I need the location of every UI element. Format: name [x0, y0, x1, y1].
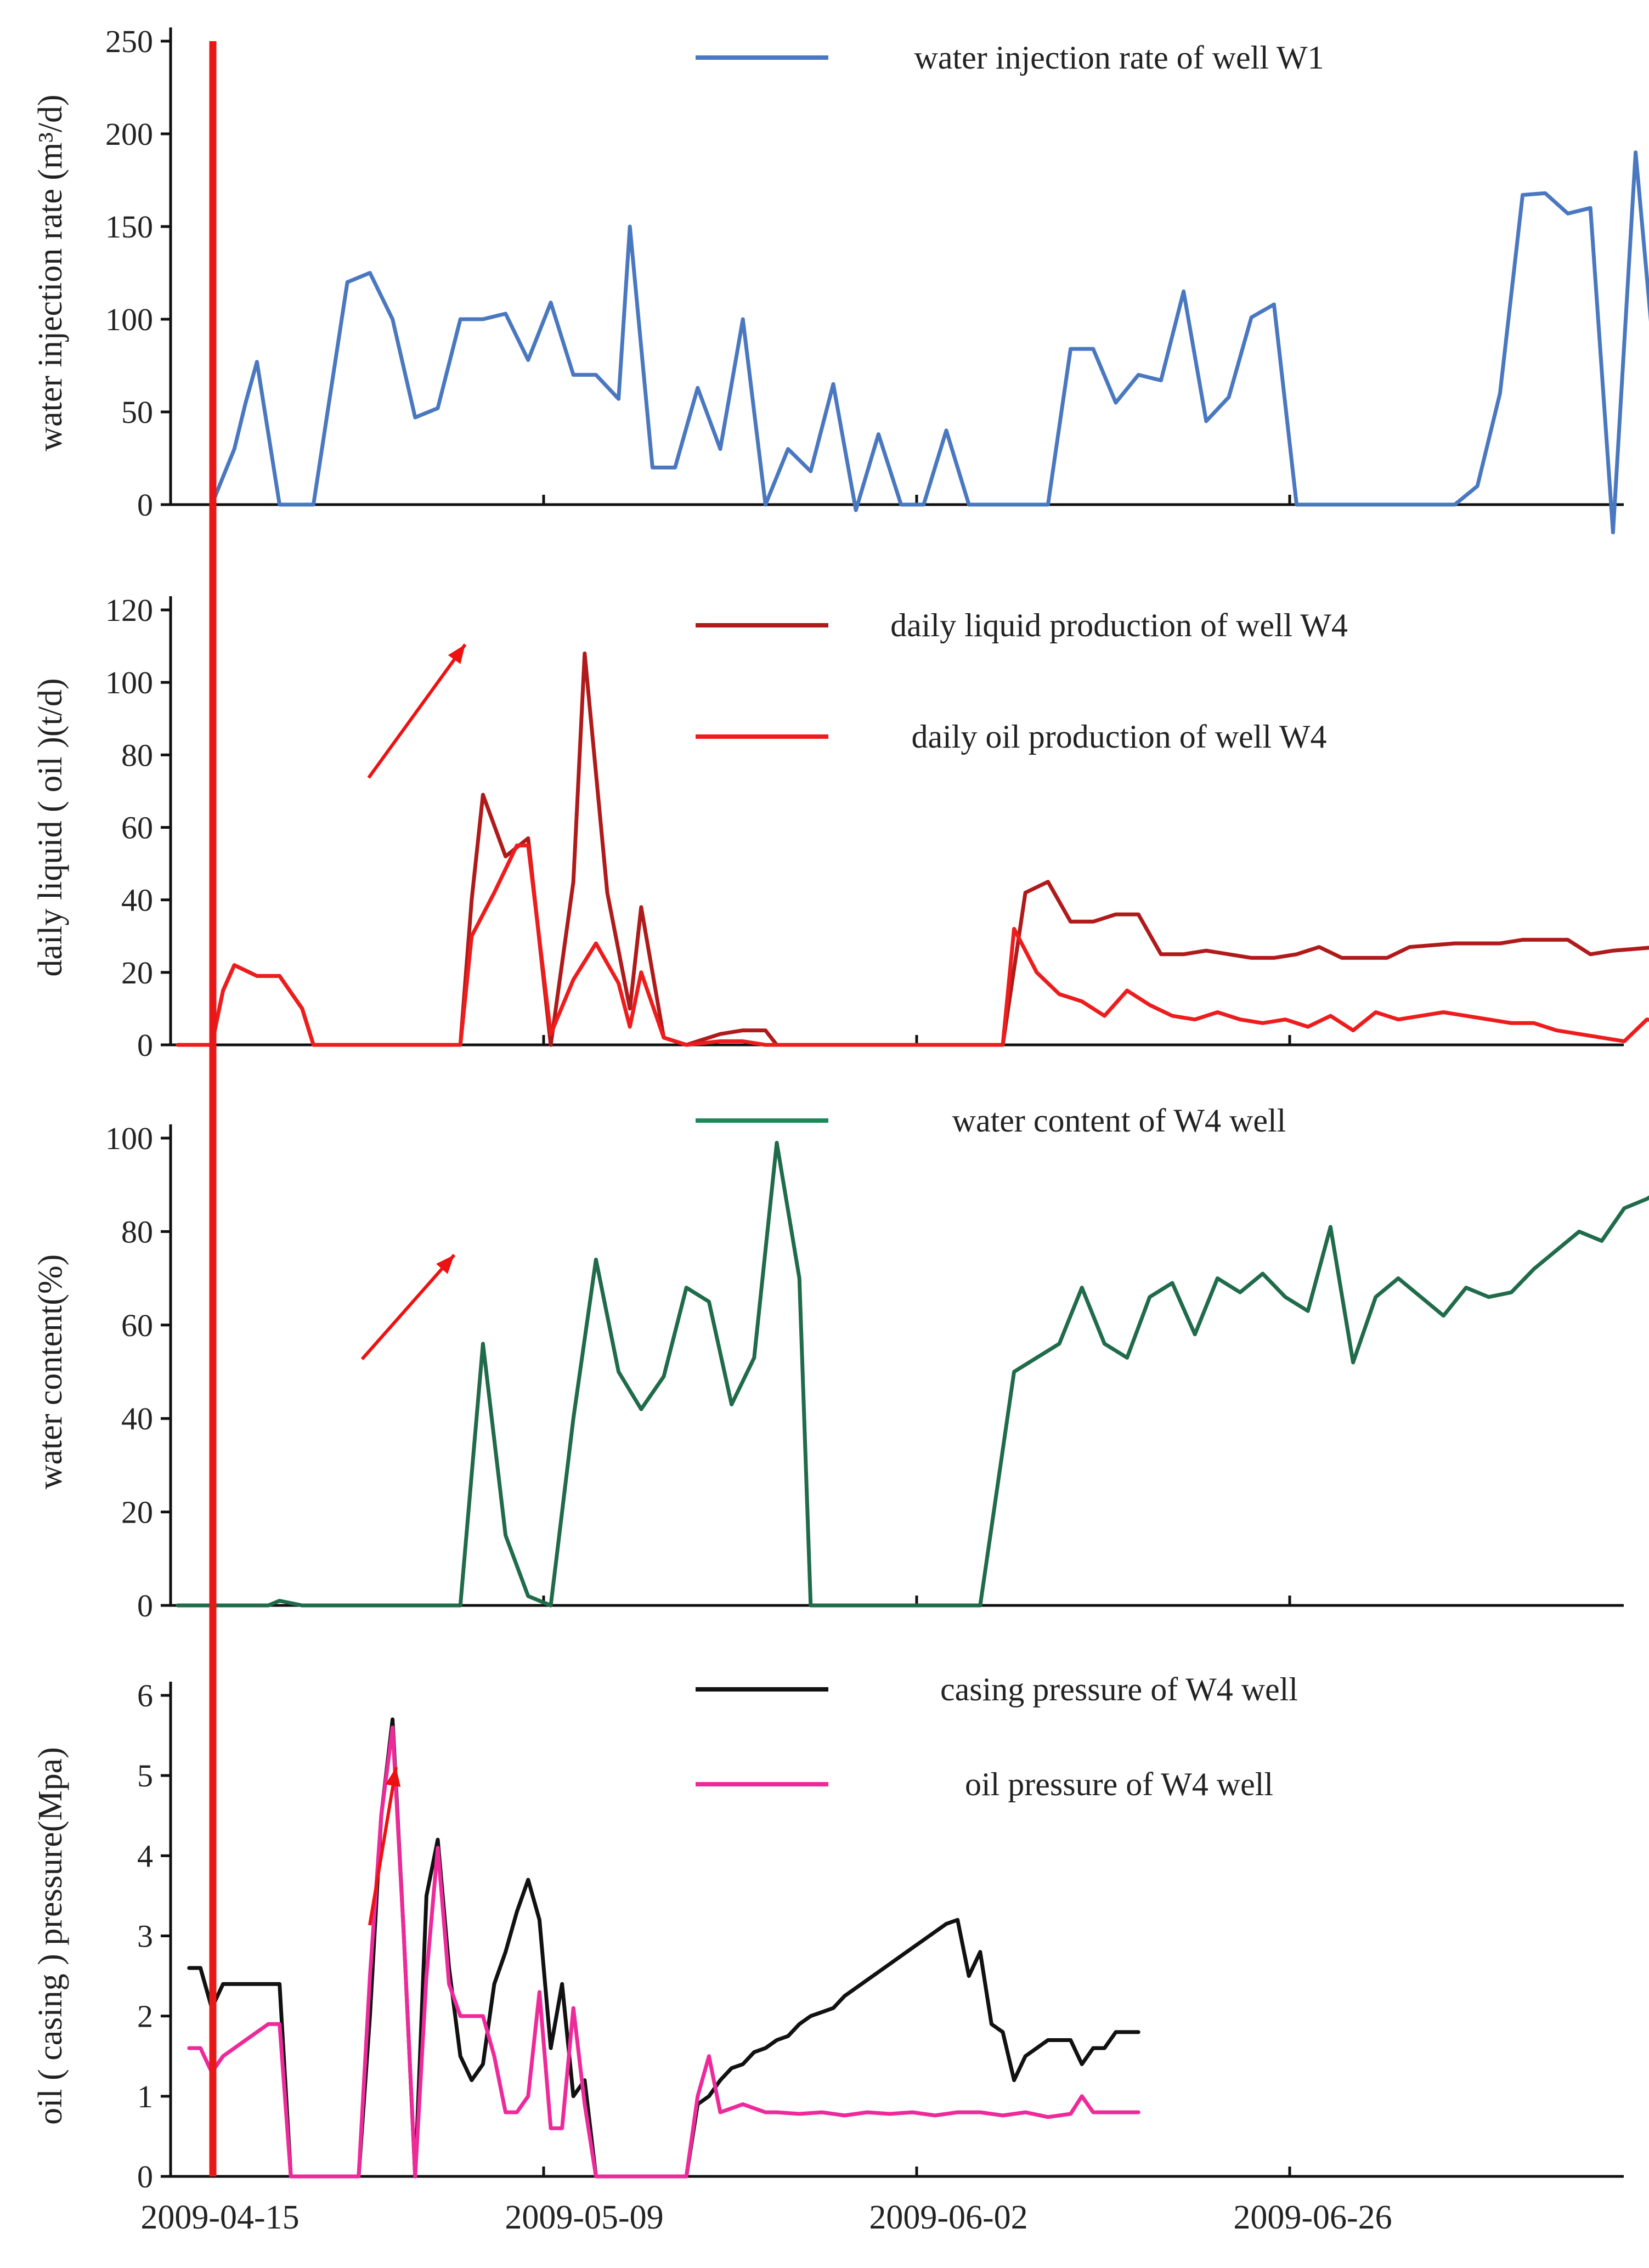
- legend-label: water content of W4 well: [952, 1102, 1286, 1139]
- y-tick-label: 250: [105, 24, 153, 59]
- y-tick-label: 3: [137, 1919, 153, 1954]
- y-axis-title: daily liquid ( oil )(t/d): [32, 678, 69, 976]
- y-tick-label: 120: [105, 592, 153, 628]
- y-tick-label: 60: [121, 810, 153, 846]
- y-tick-label: 0: [137, 1027, 153, 1063]
- y-tick-label: 80: [121, 737, 153, 773]
- y-tick-label: 4: [137, 1838, 153, 1874]
- legend-label: daily oil production of well W4: [911, 719, 1326, 755]
- y-tick-label: 80: [121, 1214, 153, 1249]
- x-tick-label: 2009-04-15: [140, 2199, 299, 2236]
- arrow-head: [436, 1255, 454, 1274]
- trend-arrow: [360, 1254, 456, 1360]
- y-tick-label: 0: [137, 2159, 153, 2195]
- y-tick-label: 40: [121, 883, 153, 918]
- y-tick-label: 150: [105, 209, 153, 245]
- y-tick-label: 100: [105, 665, 153, 700]
- y-tick-label: 60: [121, 1308, 153, 1343]
- y-tick-label: 100: [105, 1121, 153, 1156]
- arrow-shaft: [360, 1254, 456, 1360]
- y-tick-label: 1: [137, 2079, 153, 2114]
- series-line-injection-0: [210, 150, 1649, 535]
- series-line-pressure-1: [187, 1726, 1140, 2179]
- panel-production: 0 20 40 60 80 100 120 daily liquid ( oil )(t/d)…: [32, 592, 1649, 1063]
- x-tick-label: 2009-06-02: [869, 2199, 1027, 2236]
- arrow-shaft: [368, 1767, 398, 1926]
- y-axis-title: water injection rate (m³/d): [32, 94, 69, 451]
- arrow-head: [448, 644, 465, 664]
- legend-label: casing pressure of W4 well: [940, 1671, 1298, 1707]
- legend-label: water injection rate of well W1: [914, 39, 1324, 76]
- y-tick-label: 50: [121, 394, 153, 430]
- y-tick-label: 100: [105, 302, 153, 337]
- y-tick-label: 5: [137, 1758, 153, 1794]
- panel-pressure: 0 1 2 3 4 5 6 oil ( casing ) pressure(Mpa) casin…: [32, 1671, 1624, 2236]
- x-tick-label: 2009-06-26: [1233, 2199, 1392, 2236]
- y-tick-label: 20: [121, 1495, 153, 1530]
- series-line-production-1: [176, 844, 1649, 1047]
- series-line-water-content-0: [176, 1141, 1649, 1608]
- x-tick-label: 2009-05-09: [505, 2199, 663, 2236]
- y-tick-label: 6: [137, 1678, 153, 1713]
- y-tick-label: 2: [137, 1999, 153, 2034]
- trend-arrow: [368, 1767, 401, 1926]
- arrow-shaft: [367, 643, 467, 779]
- legend-label: oil pressure of W4 well: [965, 1766, 1273, 1802]
- y-tick-label: 200: [105, 116, 153, 152]
- panel-water-content: 0 20 40 60 80 100 water content(%) water conten…: [32, 1102, 1649, 1624]
- y-tick-label: 0: [137, 1588, 153, 1624]
- arrow-head: [385, 1767, 401, 1787]
- trend-arrow: [367, 643, 467, 779]
- y-tick-label: 20: [121, 955, 153, 991]
- y-axis-title: water content(%): [32, 1254, 69, 1490]
- y-axis-title: oil ( casing ) pressure(Mpa): [32, 1747, 69, 2125]
- legend-label: daily liquid production of well W4: [890, 607, 1348, 643]
- y-tick-label: 0: [137, 487, 153, 523]
- panel-injection: 0 50 100 150 200 250 water injection rate (m³/…: [32, 24, 1649, 535]
- series-line-production-0: [176, 651, 1649, 1047]
- y-tick-label: 40: [121, 1401, 153, 1436]
